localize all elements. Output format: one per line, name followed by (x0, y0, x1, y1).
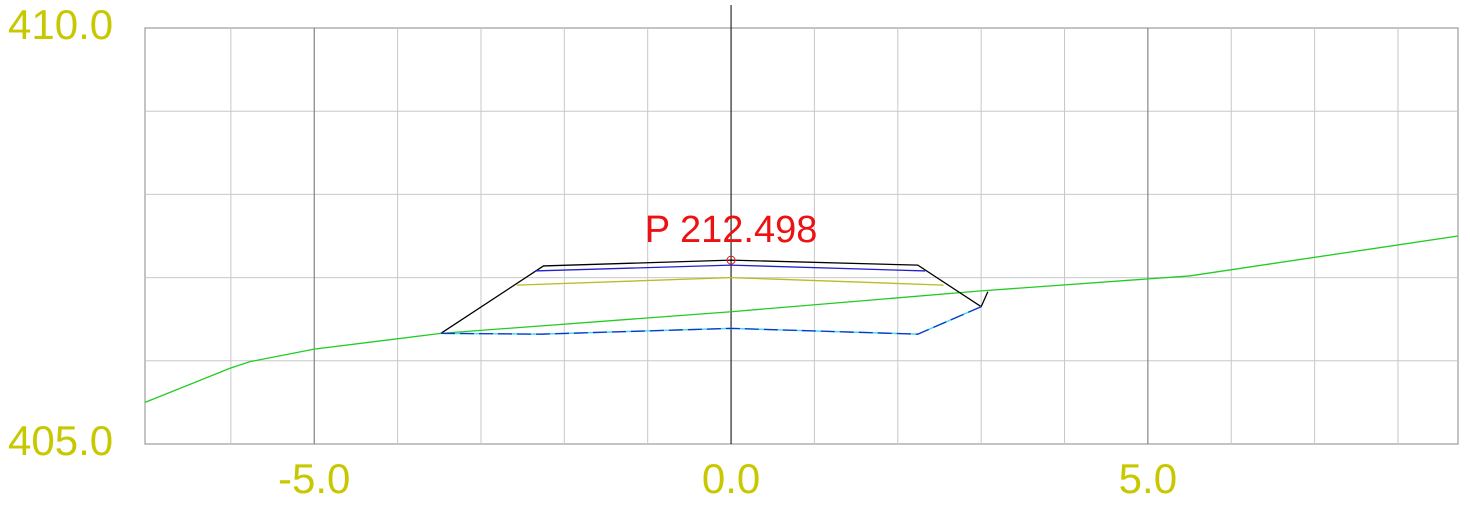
section-line (440, 306, 982, 335)
section-line (440, 259, 989, 334)
y-tick-label: 405.0 (8, 417, 113, 464)
section-line (516, 276, 944, 286)
point-marker (726, 255, 736, 265)
section-line (535, 264, 926, 272)
plot-area (144, 27, 1459, 445)
y-tick-label: 410.0 (8, 1, 113, 48)
x-tick-label: 5.0 (1119, 455, 1177, 502)
x-tick-label: -5.0 (278, 455, 350, 502)
x-tick-label: 0.0 (702, 455, 760, 502)
point-label: P 212.498 (645, 209, 818, 251)
